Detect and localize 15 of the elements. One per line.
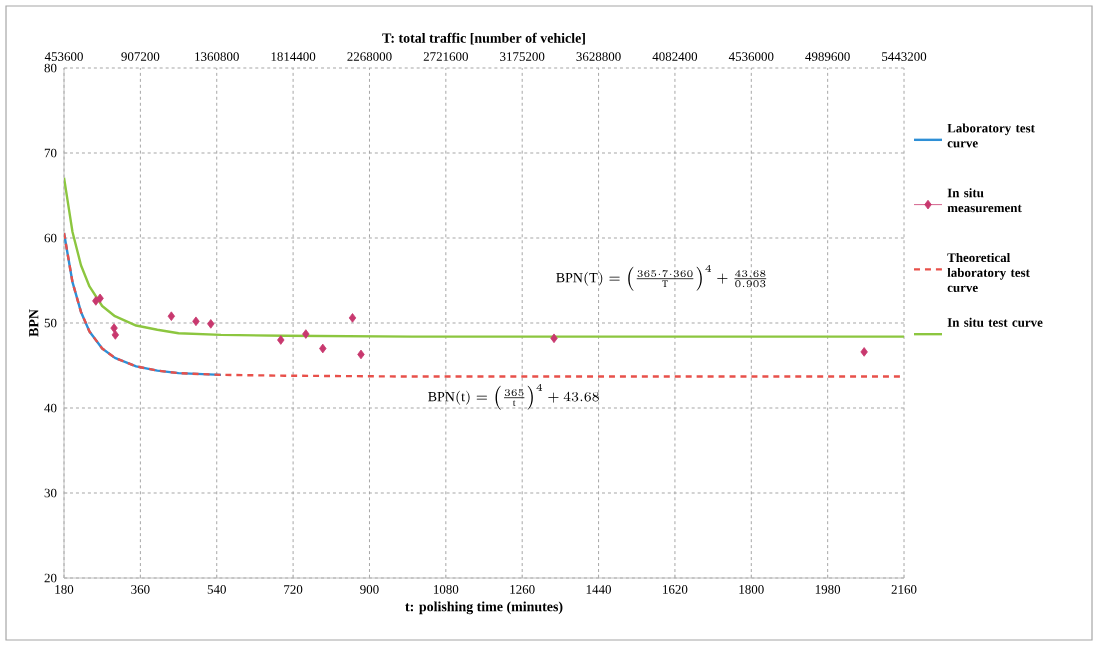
point [96, 293, 104, 304]
point [860, 347, 868, 357]
point [550, 333, 558, 344]
point [92, 296, 100, 306]
point [207, 319, 215, 329]
annotation: $\mathrm{BPN(t)}=\left(\frac{365}{\mathrm{t}}\right)^{4}+43.68$ [428, 383, 599, 410]
point [302, 329, 310, 339]
point [319, 343, 327, 354]
point [357, 349, 365, 360]
point [111, 330, 120, 340]
point [192, 316, 200, 327]
point [277, 335, 285, 345]
annotation: $\mathrm{BPN(T)}=\left(\frac{365\cdot 7\cdot 360}{\mathrm{T}}\right)^{4}+\frac{43.68}{0.903}$ [556, 264, 767, 291]
point [167, 311, 176, 321]
point [348, 313, 357, 323]
